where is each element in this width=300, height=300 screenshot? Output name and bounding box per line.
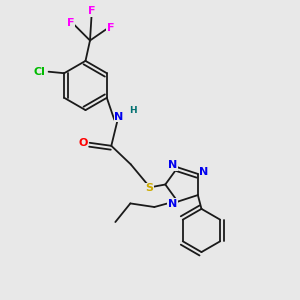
Text: N: N bbox=[114, 112, 123, 122]
Text: Cl: Cl bbox=[34, 67, 46, 77]
Text: S: S bbox=[146, 183, 153, 194]
Text: F: F bbox=[107, 22, 114, 33]
Text: N: N bbox=[168, 199, 177, 209]
Text: N: N bbox=[199, 167, 208, 176]
Text: N: N bbox=[168, 160, 177, 170]
Text: H: H bbox=[129, 106, 137, 115]
Text: F: F bbox=[88, 6, 95, 16]
Text: F: F bbox=[67, 18, 74, 28]
Text: O: O bbox=[78, 138, 88, 148]
